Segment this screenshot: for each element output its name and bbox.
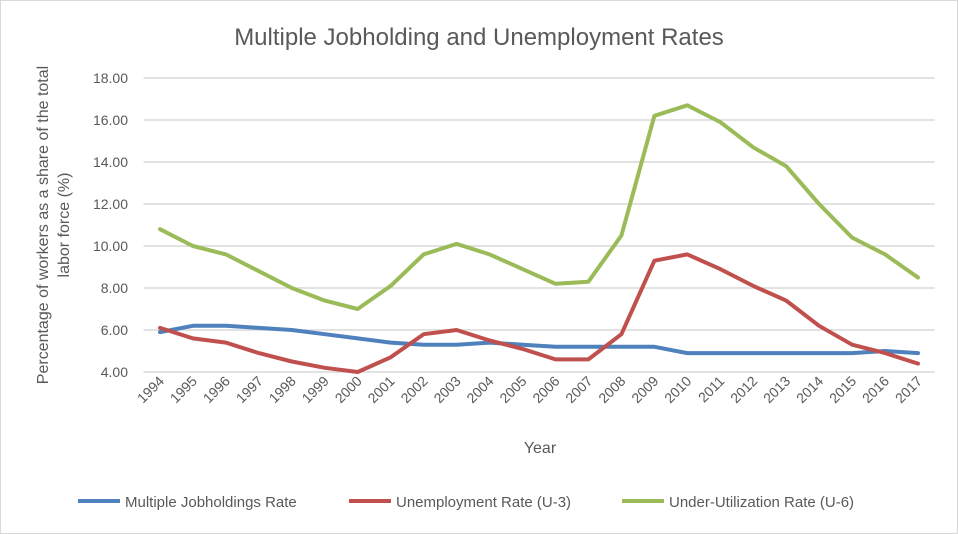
y-tick-label: 6.00 [101,322,128,338]
y-tick-label: 8.00 [101,280,128,296]
y-axis-label-line-2: labor force (%) [56,173,73,278]
y-tick-label: 16.00 [93,112,128,128]
x-axis-label: Year [524,440,557,457]
legend-label: Multiple Jobholdings Rate [125,494,297,511]
legend: Multiple Jobholdings Rate Unemployment Ra… [78,494,854,511]
series-line-0 [158,323,920,356]
y-tick-label: 14.00 [93,154,128,170]
legend-label: Under-Utilization Rate (U-6) [669,494,854,511]
y-tick-label: 10.00 [93,238,128,254]
series-line-2 [158,103,920,311]
series-line-1 [158,252,920,374]
y-tick-label: 12.00 [93,196,128,212]
y-tick-label: 18.00 [93,70,128,86]
y-axis-label-line-1: Percentage of workers as a share of the … [35,66,52,384]
legend-label: Unemployment Rate (U-3) [396,494,571,511]
y-tick-label: 4.00 [101,364,128,380]
y-axis-label: Percentage of workers as a share of the … [35,66,73,384]
chart-title: Multiple Jobholding and Unemployment Rat… [234,24,724,51]
